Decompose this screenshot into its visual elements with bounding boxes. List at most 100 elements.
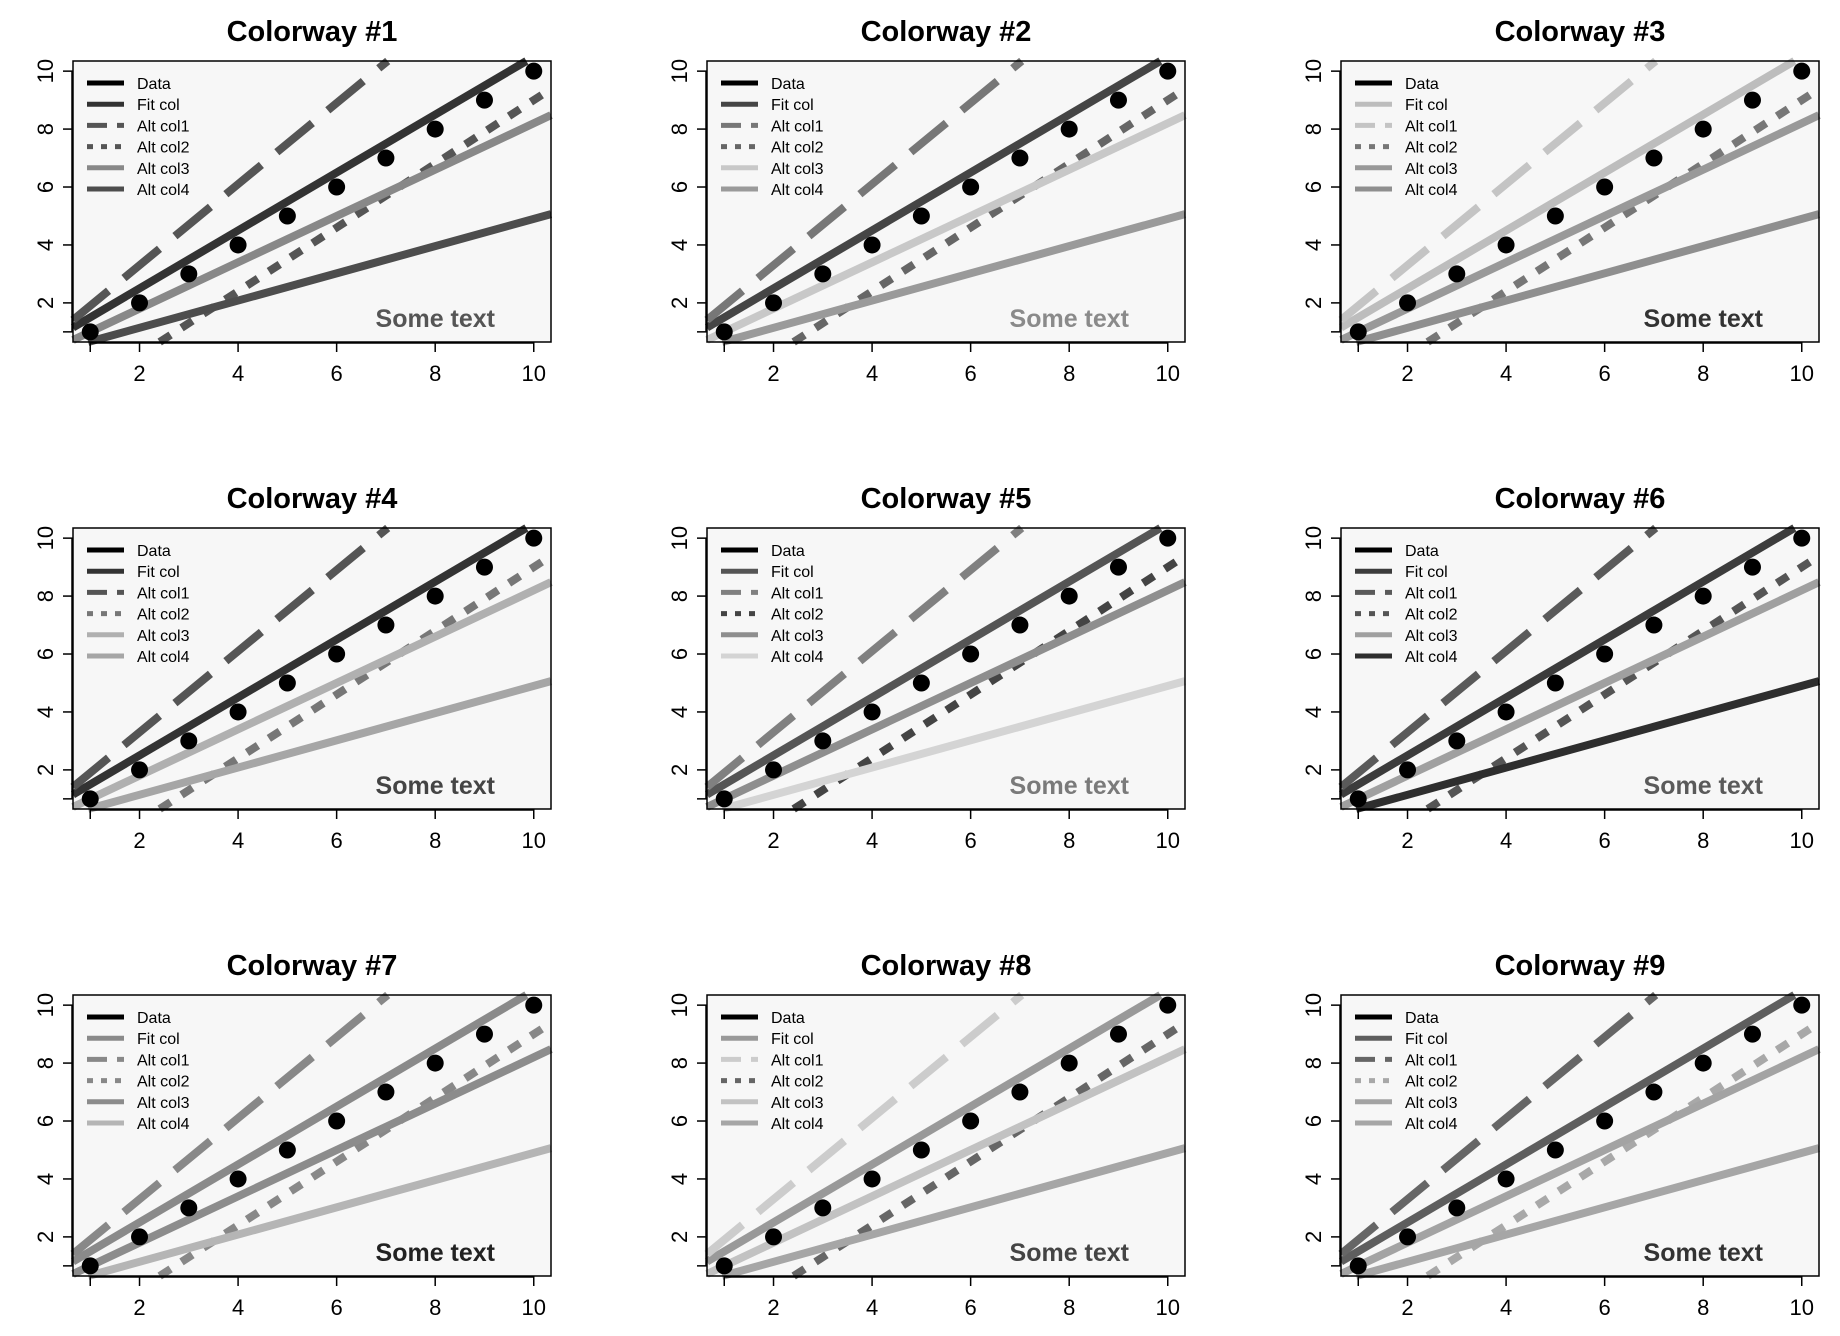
data-point [715, 790, 733, 808]
data-point [1109, 558, 1127, 576]
panel-title: Colorway #9 [1495, 950, 1666, 982]
data-point [912, 207, 930, 225]
series-line-alt-col1 [70, 991, 391, 1258]
series-line-alt-col3 [705, 578, 1187, 811]
legend-label: Fit col [771, 97, 814, 114]
data-point [1159, 529, 1177, 547]
data-point [1793, 62, 1811, 80]
x-tick-label: 8 [1697, 361, 1709, 386]
y-tick-label: 2 [1301, 297, 1326, 309]
panel-title: Colorway #5 [861, 483, 1032, 515]
data-point [1596, 178, 1614, 196]
legend-label: Data [137, 543, 171, 560]
series-line-alt-col1 [704, 57, 1025, 324]
series-line-alt-col3 [705, 1045, 1187, 1278]
annotation-text: Some text [1010, 305, 1130, 333]
legend-label: Alt col3 [1405, 161, 1458, 178]
legend-label: Alt col4 [1405, 1116, 1458, 1133]
data-point [765, 1228, 783, 1246]
series-line-alt-col3 [1339, 1045, 1821, 1278]
series-line-fit-col [704, 991, 1163, 1265]
x-tick-label: 10 [1790, 361, 1814, 386]
data-point [229, 236, 247, 254]
x-tick-label: 10 [1790, 1295, 1814, 1320]
x-tick-label: 10 [1156, 361, 1180, 386]
legend-label: Data [771, 76, 805, 93]
legend-label: Alt col2 [771, 1074, 824, 1091]
y-tick-label: 2 [667, 1231, 692, 1243]
y-tick-label: 10 [667, 59, 692, 83]
y-tick-label: 4 [1301, 1173, 1326, 1185]
data-point [475, 1025, 493, 1043]
data-point [377, 616, 395, 634]
legend: Data Fit col Alt col1 Alt col2 Alt col3 Alt c… [721, 76, 824, 199]
data-point [765, 294, 783, 312]
y-tick-label: 8 [1301, 123, 1326, 135]
series-line-alt-col1 [704, 524, 1025, 791]
data-point [1448, 265, 1466, 283]
y-tick-label: 8 [667, 123, 692, 135]
panel-8: Colorway #8 Data Fit col Alt col1 Alt col2 Al… [667, 950, 1188, 1320]
y-tick-label: 6 [1301, 648, 1326, 660]
data-point [1546, 674, 1564, 692]
annotation-text: Some text [1010, 772, 1130, 800]
x-tick-label: 8 [1063, 361, 1075, 386]
legend-label: Alt col1 [1405, 1052, 1458, 1069]
data-point [1497, 703, 1515, 721]
legend-label: Alt col4 [1405, 182, 1458, 199]
y-tick-label: 8 [1301, 590, 1326, 602]
legend-label: Data [771, 1010, 805, 1027]
plot-area [707, 995, 1185, 1276]
y-tick-label: 6 [667, 648, 692, 660]
series-line-alt-col1 [704, 991, 1025, 1258]
y-tick-label: 10 [33, 59, 58, 83]
data-point [1060, 1054, 1078, 1072]
legend-label: Alt col2 [1405, 1074, 1458, 1091]
y-tick-label: 10 [667, 993, 692, 1017]
y-tick-label: 10 [1301, 526, 1326, 550]
x-tick-label: 6 [1599, 361, 1611, 386]
plot-frame [706, 994, 1186, 1277]
legend-label: Alt col3 [771, 1095, 824, 1112]
data-point [1743, 1025, 1761, 1043]
series-line-alt-col3 [1339, 578, 1821, 811]
y-tick-label: 8 [1301, 1057, 1326, 1069]
data-point [1011, 616, 1029, 634]
data-point [1793, 529, 1811, 547]
y-tick-label: 6 [667, 1115, 692, 1127]
data-point [1448, 1199, 1466, 1217]
x-tick-label: 10 [522, 828, 546, 853]
x-tick-label: 8 [1063, 828, 1075, 853]
data-point [814, 265, 832, 283]
legend-label: Alt col3 [771, 161, 824, 178]
y-tick-label: 10 [33, 526, 58, 550]
data-point [1645, 149, 1663, 167]
x-tick-label: 4 [232, 361, 244, 386]
x-tick-label: 6 [331, 828, 343, 853]
data-point [426, 120, 444, 138]
data-point [180, 265, 198, 283]
x-tick-label: 2 [1401, 1295, 1413, 1320]
series-line-alt-col4 [721, 210, 1187, 346]
plot-area [1341, 61, 1819, 342]
data-point [1596, 645, 1614, 663]
data-point [912, 674, 930, 692]
legend-label: Fit col [771, 1031, 814, 1048]
x-tick-label: 10 [1156, 1295, 1180, 1320]
legend: Data Fit col Alt col1 Alt col2 Alt col3 Alt c… [87, 1010, 190, 1133]
legend-label: Data [137, 76, 171, 93]
annotation-text: Some text [1644, 305, 1764, 333]
y-tick-label: 4 [1301, 239, 1326, 251]
series-line-fit-col [704, 57, 1163, 331]
data-point [1497, 236, 1515, 254]
legend-label: Alt col3 [137, 161, 190, 178]
data-point [131, 294, 149, 312]
x-tick-label: 4 [866, 1295, 878, 1320]
plot-area [73, 528, 551, 809]
data-point [1109, 1025, 1127, 1043]
data-point [1060, 120, 1078, 138]
legend-label: Fit col [771, 564, 814, 581]
data-point [81, 790, 99, 808]
legend: Data Fit col Alt col1 Alt col2 Alt col3 Alt c… [1355, 76, 1458, 199]
series-line-fit-col [70, 991, 529, 1265]
